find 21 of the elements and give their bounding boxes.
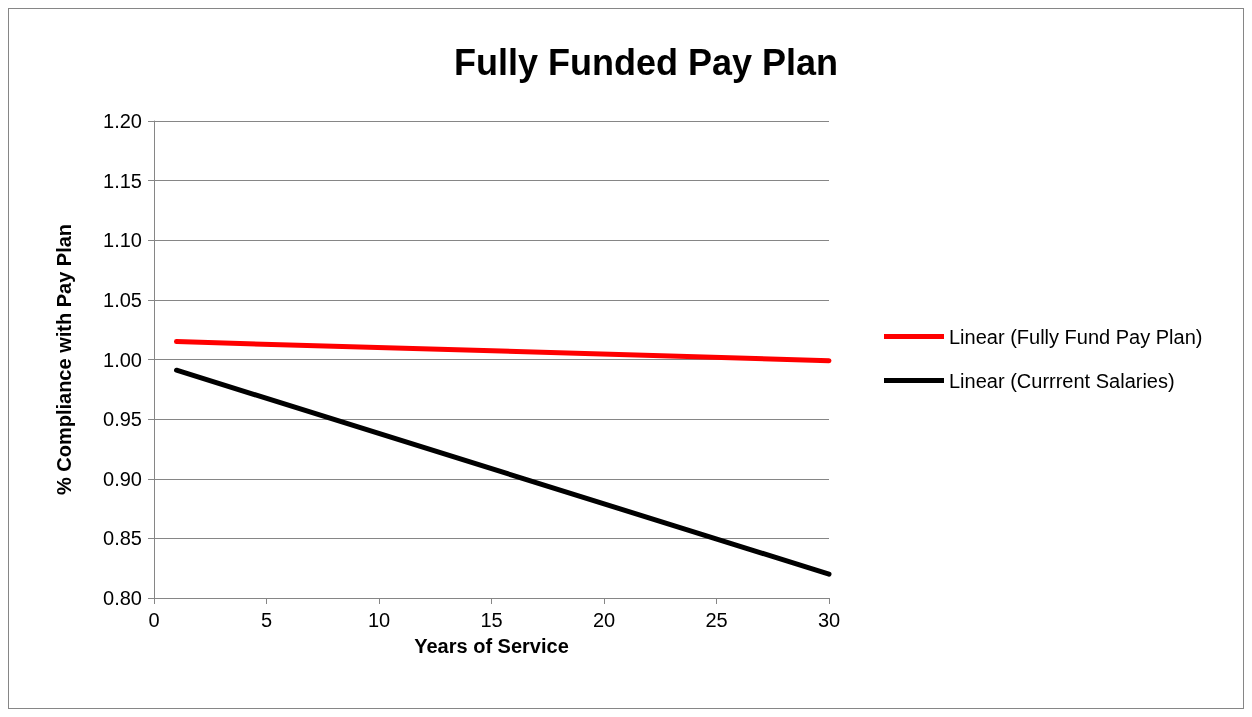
y-tick-label: 1.00 bbox=[103, 348, 142, 371]
x-tick-label: 25 bbox=[705, 609, 728, 631]
y-tick-label: 1.20 bbox=[103, 110, 142, 132]
y-tick-label: 1.10 bbox=[103, 229, 142, 252]
legend-label: Linear (Currrent Salaries) bbox=[949, 369, 1175, 392]
chart-title: Fully Funded Pay Plan bbox=[453, 41, 839, 83]
y-tick-label: 0.80 bbox=[103, 587, 142, 609]
x-tick-label: 15 bbox=[480, 609, 503, 631]
x-tick-label: 20 bbox=[592, 609, 616, 631]
y-tick-label: 1.15 bbox=[103, 169, 142, 192]
x-axis-title: Years of Service bbox=[414, 635, 569, 657]
legend-label: Linear (Fully Fund Pay Plan) bbox=[949, 325, 1203, 348]
y-tick-label: 0.90 bbox=[103, 467, 142, 490]
y-tick-label: 0.95 bbox=[103, 408, 142, 431]
y-axis-title: % Compliance with Pay Plan bbox=[53, 223, 75, 496]
x-tick-label: 30 bbox=[817, 609, 841, 631]
x-tick-label: 0 bbox=[148, 609, 160, 631]
y-tick-label: 1.05 bbox=[103, 288, 142, 311]
x-tick-label: 5 bbox=[260, 609, 273, 631]
y-tick-label: 0.85 bbox=[103, 527, 142, 550]
x-tick-label: 10 bbox=[367, 609, 391, 631]
